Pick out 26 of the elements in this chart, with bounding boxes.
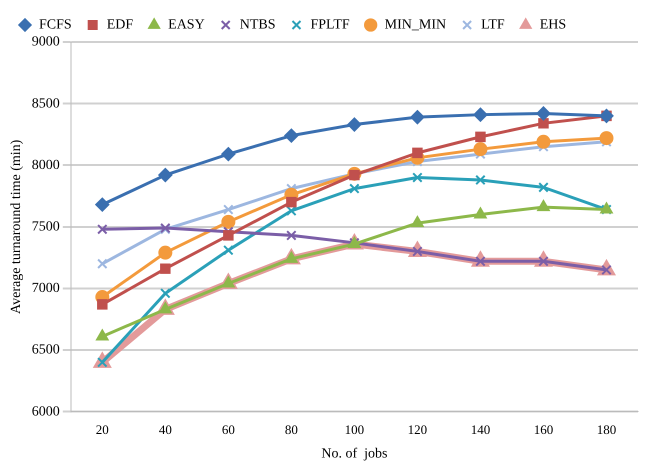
legend-label: EASY bbox=[168, 18, 205, 33]
x-tick-label: 160 bbox=[534, 422, 554, 437]
legend-label: EDF bbox=[106, 18, 134, 33]
y-tick-label: 6500 bbox=[32, 342, 60, 358]
x-tick-label: 40 bbox=[158, 422, 172, 437]
y-axis-title: Average turnaround time (min) bbox=[9, 139, 24, 314]
y-tick-label: 7500 bbox=[32, 219, 60, 234]
x-tick-label: 20 bbox=[96, 422, 109, 437]
x-tick-label: 140 bbox=[470, 422, 490, 437]
legend-label: MIN_MIN bbox=[384, 18, 446, 33]
x-axis-title: No. of jobs bbox=[321, 446, 388, 462]
legend-label: NTBS bbox=[240, 18, 276, 33]
legend-label: FPLTF bbox=[310, 18, 350, 33]
x-tick-label: 60 bbox=[222, 422, 235, 437]
y-tick-label: 6000 bbox=[32, 404, 60, 420]
y-tick-label: 9000 bbox=[32, 34, 60, 50]
x-tick-label: 180 bbox=[596, 422, 616, 437]
x-tick-label: 80 bbox=[284, 422, 298, 437]
legend-label: EHS bbox=[540, 18, 566, 33]
x-tick-label: 100 bbox=[344, 422, 364, 437]
legend-label: LTF bbox=[481, 18, 505, 33]
y-tick-label: 7000 bbox=[32, 281, 60, 296]
x-tick-label: 120 bbox=[408, 422, 428, 437]
y-tick-label: 8500 bbox=[32, 96, 60, 112]
y-tick-label: 8000 bbox=[32, 158, 60, 173]
legend-label: FCFS bbox=[39, 18, 72, 33]
